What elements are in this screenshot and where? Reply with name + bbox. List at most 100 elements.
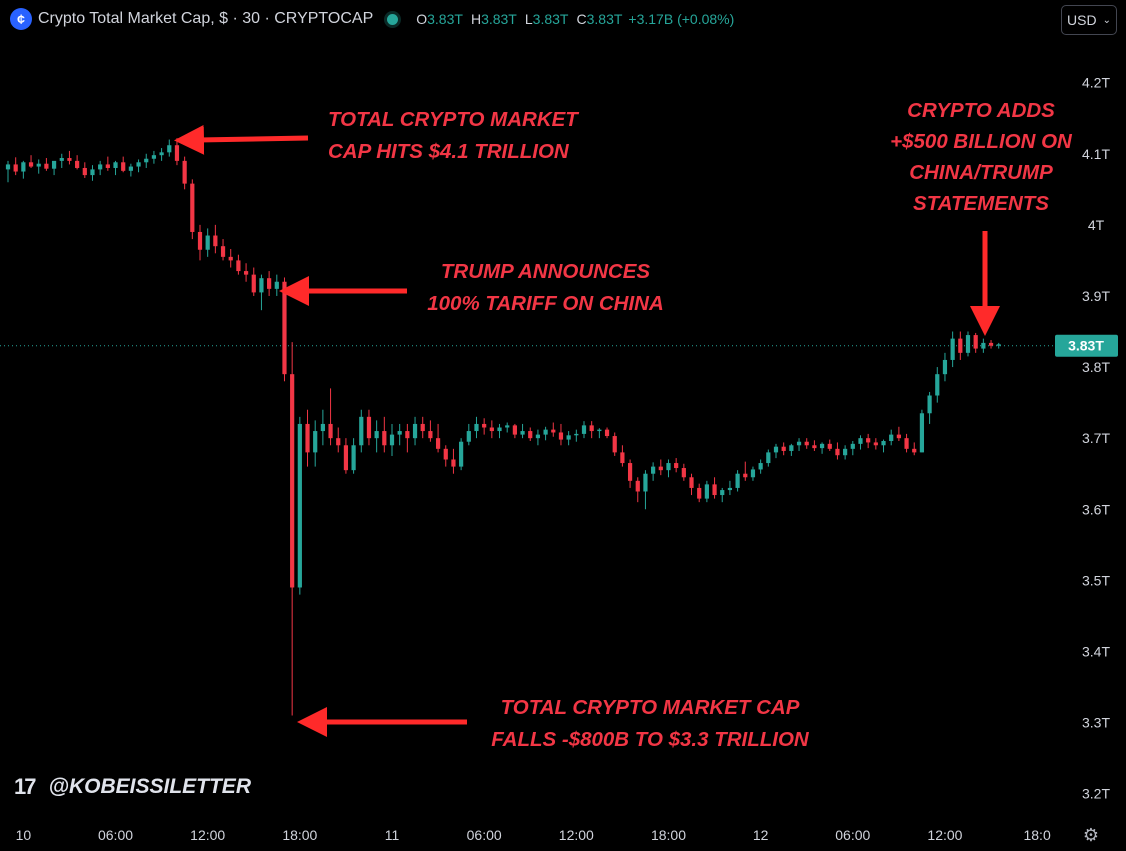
candle-body (366, 416, 372, 439)
market-status-dot-icon[interactable] (387, 13, 399, 25)
y-tick-label: 3.5T (1082, 572, 1110, 588)
candle-body (658, 466, 663, 471)
candle-body (5, 164, 11, 170)
candle-body (167, 145, 172, 153)
annotation-rebound: CRYPTO ADDS +$500 BILLION ON CHINA/TRUMP… (876, 95, 1086, 219)
y-tick-label: 3.9T (1082, 288, 1110, 304)
candle-body (28, 162, 34, 167)
change-value: +3.17B (+0.08%) (628, 11, 735, 27)
candle-body (144, 158, 149, 163)
x-axis[interactable]: 10 06:00 12:00 18:00 11 06:00 12:00 18:00 12 06:0… (16, 827, 1051, 843)
candle-body (919, 413, 925, 453)
candle-body (858, 438, 863, 444)
symbol-title[interactable]: Crypto Total Market Cap, $ · 30 · CRYPTO… (38, 10, 374, 27)
x-tick-label: 12:00 (190, 827, 225, 843)
y-tick-label: 3.7T (1082, 430, 1110, 446)
candle-body (497, 427, 502, 432)
candle-body (681, 468, 686, 478)
annotation-rebound-line-4: STATEMENTS (913, 192, 1049, 215)
candle-body (881, 441, 886, 446)
x-tick-label: 18:00 (282, 827, 317, 843)
candle-body (558, 432, 564, 440)
candle-body (136, 162, 141, 167)
candle-body (90, 169, 95, 176)
candle-body (819, 443, 825, 449)
y-axis[interactable]: 3.2T 3.3T 3.4T 3.5T 3.6T 3.7T 3.8T 3.9T 4T 4.1T 4.… (1082, 75, 1110, 802)
annotation-rebound-line-3: CHINA/TRUMP (909, 161, 1053, 184)
candle-body (589, 425, 594, 432)
x-tick-label: 12 (753, 827, 769, 843)
candle-body (581, 425, 587, 434)
gear-icon[interactable]: ⚙ (1082, 825, 1100, 845)
x-tick-label: 06:00 (98, 827, 133, 843)
candle-body (804, 441, 809, 446)
candle-body (151, 155, 157, 159)
candle-body (243, 271, 249, 275)
candle-body (988, 342, 994, 346)
candle-body (389, 434, 395, 446)
annotation-tariff: TRUMP ANNOUNCES 100% TARIFF ON CHINA (418, 256, 673, 320)
candle-body (873, 442, 878, 446)
candle-body (228, 256, 233, 261)
candle-body (827, 443, 832, 449)
crypto-cap-logo-icon: ¢ (10, 8, 32, 30)
tradingview-logo-icon: 17 (14, 774, 37, 799)
candle-body (512, 425, 517, 435)
candle-body (912, 448, 917, 453)
candle-body (474, 423, 479, 432)
candle-body (412, 423, 418, 439)
candle-body (551, 429, 556, 433)
low-label: L (524, 11, 533, 27)
chevron-down-icon: ⌄ (1102, 14, 1111, 26)
candle-body (950, 338, 955, 360)
annotation-crash-line-2: FALLS -$800B TO $3.3 TRILLION (491, 728, 809, 751)
candle-body (996, 344, 1001, 346)
candle-body (305, 423, 310, 453)
currency-select[interactable]: USD ⌄ (1061, 5, 1117, 35)
candle-body (973, 335, 978, 349)
candle-body (697, 487, 702, 499)
candle-body (528, 431, 533, 439)
candle-body (274, 281, 279, 289)
candle-body (904, 438, 909, 449)
candle-body (597, 429, 602, 432)
candle-body (866, 438, 871, 443)
candle-body (128, 166, 133, 171)
candle-body (520, 431, 525, 435)
close-value: 3.83T (586, 11, 623, 27)
candle-body (482, 423, 487, 428)
candle-body (435, 438, 441, 449)
annotation-crash: TOTAL CRYPTO MARKET CAP FALLS -$800B TO … (480, 692, 820, 756)
candle-body (935, 374, 940, 396)
x-tick-label: 12:00 (927, 827, 962, 843)
x-tick-label: 11 (385, 827, 400, 843)
candle-body (843, 448, 848, 456)
candle-body (75, 160, 80, 168)
candle-body (635, 480, 640, 492)
candle-body (604, 429, 610, 437)
currency-label: USD (1067, 12, 1097, 28)
candle-body (320, 423, 325, 432)
close-label: C (576, 11, 587, 27)
high-label: H (470, 11, 482, 27)
y-tick-label: 3.8T (1082, 359, 1110, 375)
y-tick-label: 4.1T (1082, 146, 1110, 162)
candle-body (443, 448, 448, 460)
candle-body (666, 463, 671, 471)
candle-body (382, 431, 387, 446)
candle-body (182, 160, 187, 184)
candle-body (21, 162, 26, 172)
candle-body (620, 452, 625, 464)
candle-body (789, 445, 794, 451)
candle-body (758, 463, 763, 470)
x-tick-label: 18:0 (1023, 827, 1050, 843)
watermark: 17 @KOBEISSILETTER (14, 774, 251, 800)
candle-body (190, 183, 195, 232)
arrow-411-icon (174, 124, 309, 155)
candle-body (889, 434, 894, 442)
candle-body (451, 459, 456, 467)
candle-body (113, 162, 118, 168)
candle-body (459, 441, 464, 467)
